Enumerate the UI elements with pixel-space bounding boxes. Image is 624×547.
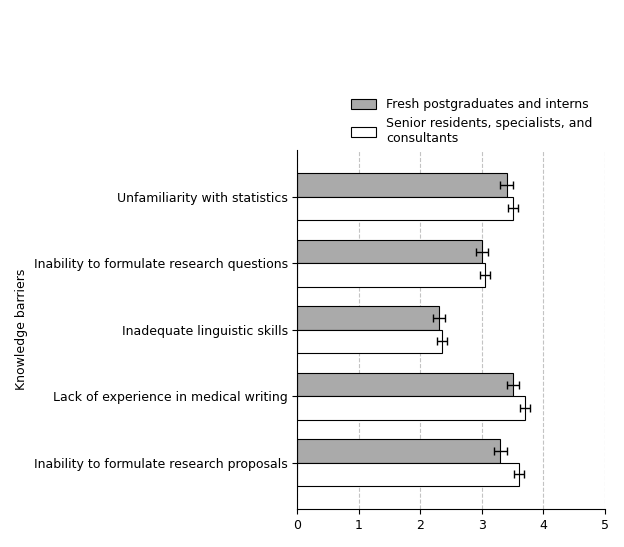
Bar [298, 240, 482, 263]
Bar [298, 330, 442, 353]
Bar [298, 396, 525, 420]
Bar [298, 373, 513, 396]
Bar [298, 306, 439, 330]
Legend: Fresh postgraduates and interns, Senior residents, specialists, and
consultants: Fresh postgraduates and interns, Senior … [345, 92, 599, 152]
Bar [298, 197, 513, 220]
Bar [298, 263, 485, 287]
Bar [298, 439, 500, 463]
Y-axis label: Knowledge barriers: Knowledge barriers [15, 269, 28, 391]
Bar [298, 173, 507, 197]
Bar [298, 463, 519, 486]
